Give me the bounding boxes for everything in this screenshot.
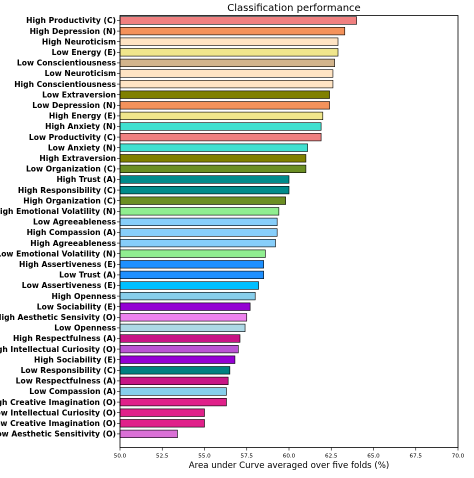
bar	[119, 186, 290, 195]
bar	[119, 80, 334, 89]
bar	[119, 154, 307, 163]
bar	[119, 239, 276, 248]
category-label: High Creative Imagination (O)	[0, 398, 116, 407]
x-tick-label: 70.0	[452, 454, 465, 460]
category-label: Low Assertiveness (E)	[22, 281, 116, 290]
category-label: Low Sociability (E)	[37, 302, 116, 311]
category-label: High Organization (C)	[23, 196, 116, 205]
bar	[119, 37, 339, 46]
bar	[119, 376, 229, 386]
category-label: Low Compassion (A)	[29, 387, 116, 396]
category-label: High Extraversion	[39, 154, 116, 163]
bar	[119, 48, 339, 57]
bar	[119, 397, 227, 407]
category-label: High Agreeableness	[30, 239, 116, 248]
category-label: High Respectfulness (A)	[13, 334, 116, 343]
category-label: High Assertiveness (E)	[19, 260, 116, 269]
category-label: Low Extraversion	[42, 90, 116, 99]
category-label: High Depression (N)	[30, 27, 116, 36]
bar	[119, 133, 322, 142]
bar	[119, 228, 278, 237]
category-label: Low Trust (A)	[59, 271, 116, 280]
category-label: High Trust (A)	[56, 175, 116, 184]
bar	[119, 207, 280, 216]
x-tick-label: 52.5	[156, 454, 169, 460]
category-label: Low Emotional Volatility (N)	[0, 249, 116, 258]
category-label: Low Energy (E)	[52, 48, 116, 57]
bar	[119, 101, 330, 110]
chart-title: Classification performance	[227, 3, 360, 14]
category-label: High Sociability (E)	[34, 355, 116, 364]
bar	[119, 387, 227, 396]
bar	[119, 196, 286, 205]
bar	[119, 26, 346, 36]
bar	[119, 302, 251, 311]
category-label: Low Productivity (C)	[29, 133, 116, 142]
bar	[119, 122, 322, 131]
x-axis: 50.0 52.5 55.0 57.5 60.0 62.5 65.0 67.5 70.0	[114, 447, 465, 460]
bar	[119, 217, 278, 227]
category-label: Low Depression (N)	[32, 101, 116, 110]
category-label: Low Aesthetic Sensitivity (O)	[0, 430, 116, 439]
bar	[119, 249, 266, 258]
category-label: High Openness	[52, 292, 117, 301]
category-label: High Anxiety (N)	[45, 122, 116, 131]
category-label: High Energy (E)	[49, 112, 116, 121]
bar	[119, 58, 335, 67]
x-tick-label: 65.0	[367, 454, 380, 460]
category-label: Low Respectfulness (A)	[16, 377, 116, 386]
bar	[119, 334, 241, 343]
bar	[119, 164, 307, 174]
category-label: Low Organization (C)	[26, 165, 116, 174]
category-labels: High Productivity (C) High Depression (N)…	[0, 16, 120, 439]
category-label: High Emotional Volatility (N)	[0, 207, 116, 216]
category-label: High Compassion (A)	[27, 228, 116, 237]
x-tick-label: 57.5	[241, 454, 254, 460]
category-label: Low Neuroticism	[45, 69, 116, 78]
bar	[119, 281, 259, 290]
bar	[119, 355, 236, 364]
bar	[119, 323, 246, 333]
bar	[119, 69, 334, 78]
category-label: High Intellectual Curiosity (O)	[0, 345, 116, 354]
bar	[119, 111, 324, 120]
category-label: Low Conscientiousness	[17, 59, 117, 68]
category-label: Low Anxiety (N)	[48, 143, 116, 152]
category-label: High Aesthetic Sensivity (O)	[0, 313, 116, 322]
category-label: High Productivity (C)	[26, 16, 116, 25]
bar	[119, 313, 248, 322]
bar	[119, 419, 205, 428]
category-label: Low Intellectual Curiosity (O)	[0, 408, 116, 417]
category-label: High Neuroticism	[42, 37, 116, 46]
category-label: Low Agreeableness	[33, 218, 116, 227]
category-label: High Responsibility (C)	[18, 186, 116, 195]
bar	[119, 175, 290, 184]
bar	[119, 260, 264, 269]
x-tick-label: 60.0	[283, 454, 296, 460]
x-tick-label: 55.0	[198, 454, 211, 460]
bars-layer	[119, 16, 357, 439]
bar	[119, 344, 239, 354]
plot-frame	[119, 15, 459, 448]
bar	[119, 429, 178, 439]
category-label: Low Creative Imagination (O)	[0, 419, 116, 428]
x-tick-label: 50.0	[114, 454, 127, 460]
x-tick-label: 67.5	[410, 454, 423, 460]
category-label: Low Responsibility (C)	[21, 366, 116, 375]
bar	[119, 270, 264, 280]
x-axis-label: Area under Curve averaged over five fold…	[189, 461, 389, 471]
bar	[119, 16, 357, 25]
bar	[119, 366, 231, 375]
bar	[119, 408, 205, 417]
bar	[119, 143, 308, 152]
bar	[119, 90, 330, 99]
category-label: High Conscientiousness	[14, 80, 116, 89]
x-tick-label: 62.5	[325, 454, 338, 460]
category-label: Low Openness	[54, 324, 116, 333]
bar	[119, 291, 256, 301]
